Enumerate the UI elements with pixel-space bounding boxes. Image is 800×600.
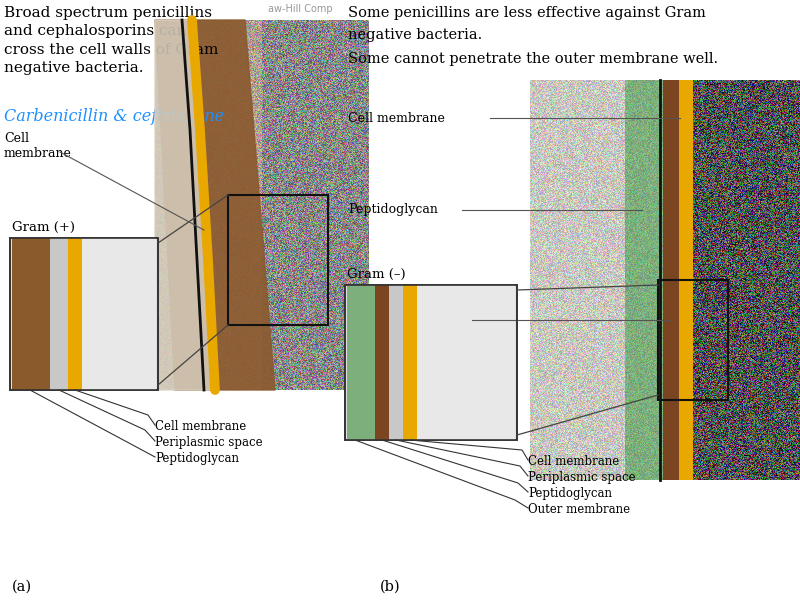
Text: negative bacteria.: negative bacteria. [348, 28, 482, 42]
Bar [345, 285, 517, 440]
Bar [403, 285, 417, 440]
Text: Some penicillins are less effective against Gram: Some penicillins are less effective agai… [348, 6, 706, 20]
Bar [10, 238, 158, 390]
Text: Gram (+): Gram (+) [12, 221, 75, 234]
Bar [389, 285, 403, 440]
Text: Cell membrane: Cell membrane [155, 420, 246, 433]
Text: Outer membrane: Outer membrane [348, 313, 457, 326]
Text: Periplasmic space: Periplasmic space [155, 436, 262, 449]
Bar [228, 195, 328, 325]
Bar [625, 80, 665, 480]
Text: aw-Hill Comp: aw-Hill Comp [268, 4, 333, 14]
Bar [663, 80, 681, 480]
Text: Cell membrane: Cell membrane [528, 455, 619, 468]
Bar [658, 280, 728, 400]
Text: Outer membrane: Outer membrane [528, 503, 630, 516]
Text: Peptidoglycan: Peptidoglycan [528, 487, 612, 500]
Text: Carbenicillin & ceftriaxone: Carbenicillin & ceftriaxone [4, 108, 224, 125]
Bar [679, 80, 693, 480]
Bar [82, 238, 156, 390]
Polygon shape [155, 20, 215, 390]
Text: Cell
membrane: Cell membrane [4, 132, 72, 160]
Bar [50, 238, 68, 390]
Text: (a): (a) [12, 580, 32, 594]
Text: Peptidoglycan: Peptidoglycan [155, 452, 239, 465]
Bar [345, 285, 517, 440]
Text: (b): (b) [380, 580, 401, 594]
Bar [68, 238, 82, 390]
Text: Gram (–): Gram (–) [347, 268, 406, 281]
Text: Cell membrane: Cell membrane [348, 112, 445, 124]
Text: Some cannot penetrate the outer membrane well.: Some cannot penetrate the outer membrane… [348, 52, 718, 66]
Text: Broad spectrum penicillins
and cephalosporins can
cross the cell walls of Gram
n: Broad spectrum penicillins and cephalosp… [4, 6, 218, 75]
Bar [375, 285, 389, 440]
Bar [10, 238, 158, 390]
Bar [347, 285, 375, 440]
Text: Peptidoglycan: Peptidoglycan [348, 203, 438, 217]
Bar [12, 238, 50, 390]
Bar [417, 285, 515, 440]
Text: Periplasmic space: Periplasmic space [528, 471, 636, 484]
Polygon shape [155, 20, 275, 390]
